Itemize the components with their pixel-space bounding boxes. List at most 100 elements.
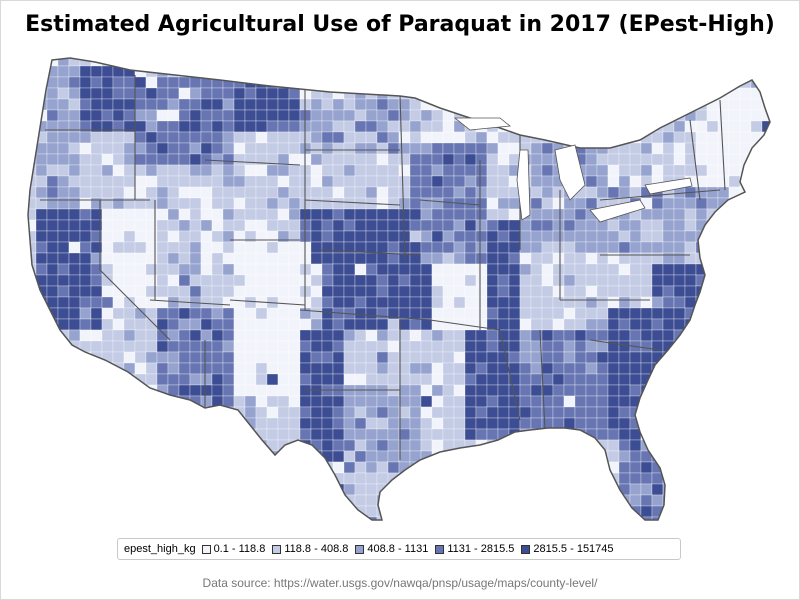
county-cell (189, 109, 202, 122)
county-cell (585, 153, 598, 166)
county-cell (354, 296, 367, 309)
county-cell (662, 307, 675, 320)
county-cell (321, 241, 334, 254)
county-cell (145, 340, 158, 353)
county-cell (486, 483, 499, 496)
county-cell (629, 164, 642, 177)
county-cell (189, 461, 202, 474)
county-cell (376, 428, 389, 441)
county-cell (739, 417, 752, 430)
county-cell (607, 230, 620, 243)
county-cell (28, 296, 37, 309)
county-cell (167, 318, 180, 331)
county-cell (134, 252, 147, 265)
county-cell (596, 76, 609, 89)
county-cell (596, 494, 609, 507)
county-cell (464, 76, 477, 89)
county-cell (178, 318, 191, 331)
county-cell (773, 451, 784, 462)
county-cell (728, 395, 741, 408)
county-cell (178, 175, 191, 188)
county-cell (442, 505, 455, 518)
county-cell (90, 384, 103, 397)
county-cell (299, 318, 312, 331)
county-cell (453, 285, 466, 298)
county-cell (640, 58, 653, 67)
county-cell (79, 494, 92, 507)
county-cell (541, 450, 554, 463)
county-cell (112, 230, 125, 243)
county-cell (332, 109, 345, 122)
county-cell (519, 230, 532, 243)
county-cell (101, 186, 114, 199)
county-cell (178, 208, 191, 221)
county-cell (310, 417, 323, 430)
county-cell (662, 318, 675, 331)
county-cell (266, 373, 279, 386)
county-cell (233, 175, 246, 188)
county-cell (640, 263, 653, 276)
county-cell (145, 351, 158, 364)
county-cell (101, 296, 114, 309)
county-cell (662, 516, 675, 520)
county-cells (28, 58, 784, 520)
county-cell (255, 197, 268, 210)
county-cell (167, 450, 180, 463)
county-cell (728, 362, 741, 375)
county-cell (343, 450, 356, 463)
county-cell (167, 208, 180, 221)
county-cell (684, 439, 697, 452)
county-cell (332, 516, 345, 520)
county-cell (57, 58, 70, 67)
county-cell (750, 230, 763, 243)
county-cell (200, 516, 213, 520)
county-cell (464, 329, 477, 342)
county-cell (321, 428, 334, 441)
county-cell (211, 175, 224, 188)
county-cell (761, 362, 770, 375)
county-cell (277, 58, 290, 67)
county-cell (277, 252, 290, 265)
county-cell (773, 462, 784, 473)
county-cell (277, 274, 290, 287)
county-cell (28, 131, 37, 144)
county-cell (530, 494, 543, 507)
county-cell (354, 153, 367, 166)
county-cell (35, 153, 48, 166)
county-cell (211, 164, 224, 177)
county-cell (651, 65, 664, 78)
county-cell (629, 296, 642, 309)
county-cell (46, 362, 59, 375)
county-cell (156, 241, 169, 254)
county-cell (310, 164, 323, 177)
county-cell (189, 120, 202, 133)
county-cell (706, 417, 719, 430)
county-cell (651, 109, 664, 122)
county-cell (585, 505, 598, 518)
county-cell (541, 472, 554, 485)
county-cell (244, 252, 257, 265)
county-cell (354, 472, 367, 485)
county-cell (321, 483, 334, 496)
county-cell (167, 76, 180, 89)
county-cell (35, 362, 48, 375)
county-cell (79, 505, 92, 518)
county-cell (189, 98, 202, 111)
county-cell (420, 406, 433, 419)
county-cell (266, 384, 279, 397)
county-cell (222, 58, 235, 67)
county-cell (563, 252, 576, 265)
county-cell (475, 373, 488, 386)
county-cell (442, 230, 455, 243)
county-cell (222, 483, 235, 496)
county-cell (288, 131, 301, 144)
county-cell (222, 219, 235, 232)
county-cell (299, 494, 312, 507)
county-cell (574, 58, 587, 67)
county-cell (57, 87, 70, 100)
county-cell (123, 450, 136, 463)
county-cell (651, 494, 664, 507)
county-cell (750, 351, 763, 364)
county-cell (233, 87, 246, 100)
county-cell (255, 120, 268, 133)
